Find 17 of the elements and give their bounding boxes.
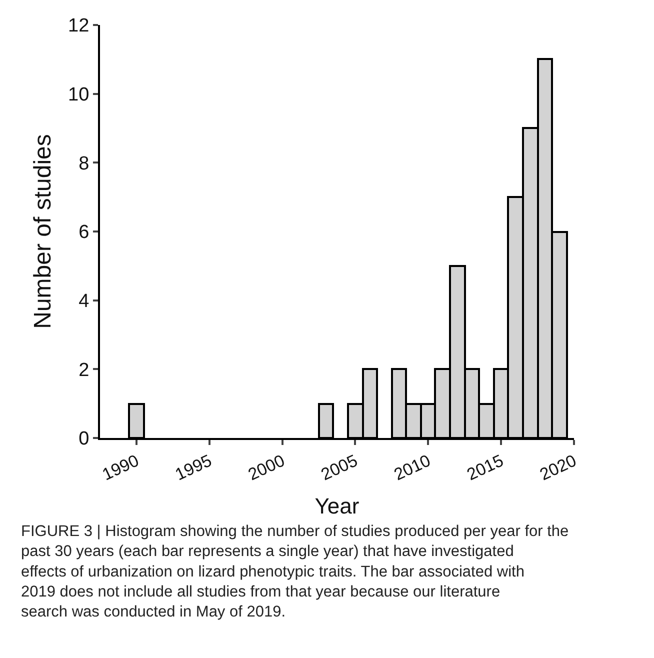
x-tick-label: 1995 bbox=[172, 451, 215, 484]
y-tick-label: 4 bbox=[78, 290, 90, 312]
y-tick-label: 12 bbox=[68, 16, 90, 37]
x-axis-title: Year bbox=[314, 494, 360, 519]
y-tick-label: 2 bbox=[78, 360, 90, 381]
caption: FIGURE 3 | Histogram showing the number of studies produced per year for the past 30 years (each bar represents a single year) that have investigated effects of urbanization on lizard phenotypic traits. The bar associated with 2019 does not include all studies from that year because our literature search was conducted in May of 2019. bbox=[21, 523, 569, 621]
x-tick-label: 2020 bbox=[536, 451, 580, 484]
x-tick-label: 1990 bbox=[99, 451, 142, 484]
y-axis-title: Number of studies bbox=[30, 134, 57, 329]
x-tick-label: 2000 bbox=[245, 451, 288, 484]
x-tick-label: 2005 bbox=[318, 451, 361, 484]
y-tick-label: 8 bbox=[78, 153, 90, 174]
y-tick-label: 10 bbox=[68, 84, 90, 106]
y-tick-label: 6 bbox=[78, 222, 90, 244]
y-tick-label: 0 bbox=[78, 428, 90, 450]
x-tick-label: 2015 bbox=[464, 451, 506, 484]
x-tick-label: 2010 bbox=[391, 451, 434, 484]
